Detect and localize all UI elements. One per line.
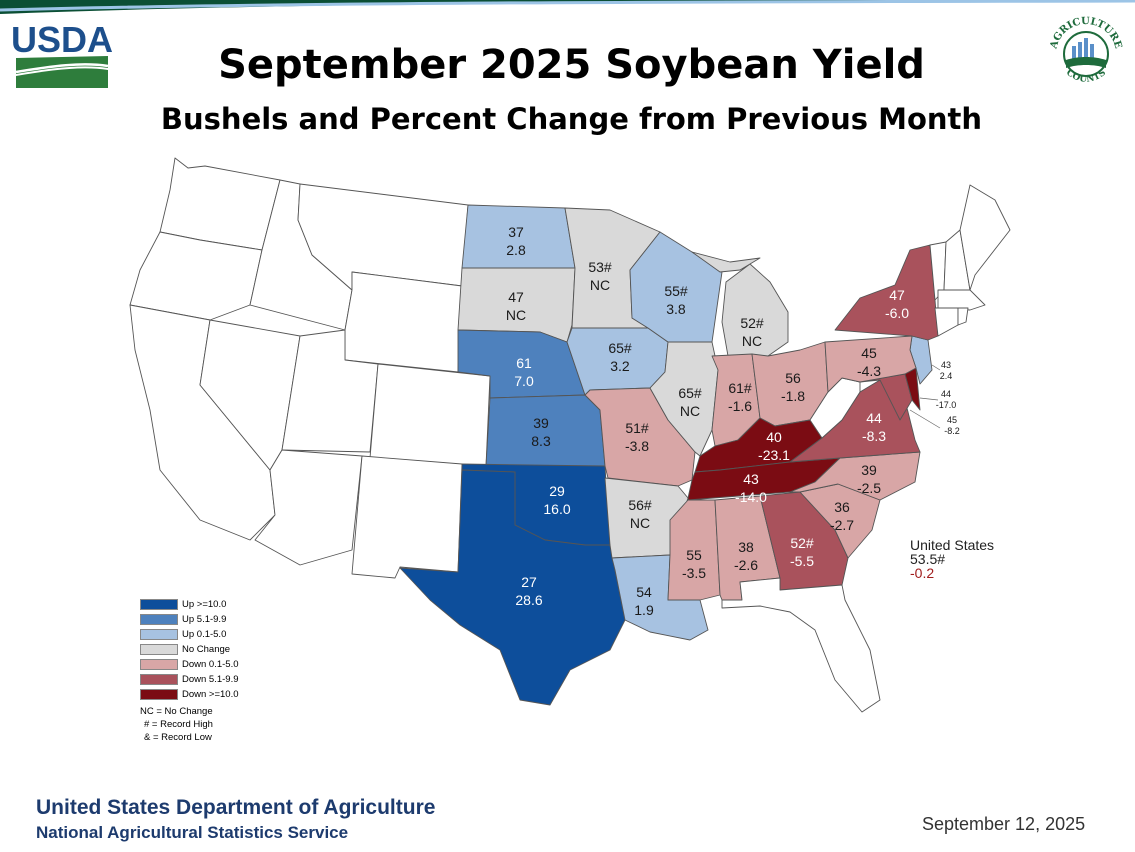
page-subtitle: Bushels and Percent Change from Previous… <box>160 102 983 136</box>
legend-label: No Change <box>182 644 231 655</box>
state-label-sd: 47 NC <box>505 289 527 323</box>
legend-swatch <box>140 614 178 625</box>
footer-department: United States Department of Agriculture <box>36 796 436 819</box>
legend-swatch <box>140 629 178 640</box>
legend-note: # = Record High <box>144 719 213 730</box>
state-label-ms: 55 -3.5 <box>681 547 707 581</box>
legend-item: Up >=10.0 <box>140 597 239 612</box>
footer-date: September 12, 2025 <box>922 814 1086 834</box>
state-label-mi: 52# NC <box>740 315 764 349</box>
state-label-il: 65# NC <box>678 385 702 419</box>
state-ms <box>667 499 721 601</box>
state-label-in: 61# -1.6 <box>727 380 753 414</box>
legend-label: Up >=10.0 <box>182 599 227 610</box>
legend-notes: NC = No Change # = Record High & = Recor… <box>140 705 239 744</box>
legend-item: Down 0.1-5.0 <box>140 657 239 672</box>
state-label-wi: 55# 3.8 <box>664 283 688 317</box>
us-total-yield: 53.5# <box>910 551 946 567</box>
state-label-ar: 56# NC <box>628 497 652 531</box>
us-map: 37 2.8 53# NC 47 NC 55# 3.8 52# NC 65# 3.2 61 7… <box>0 140 1135 780</box>
state-label-nc: 39 -2.5 <box>856 462 882 496</box>
footer-agency: National Agricultural Statistics Service <box>36 823 349 842</box>
legend-item: No Change <box>140 642 239 657</box>
state-label-md: 45 -8.2 <box>944 415 960 436</box>
legend-swatch <box>140 659 178 670</box>
usda-logo: USDA <box>12 19 112 88</box>
leader-line-nj <box>931 364 941 371</box>
usda-logo-text: USDA <box>12 19 112 60</box>
legend-item: Down 5.1-9.9 <box>140 672 239 687</box>
state-label-tx: 27 28.6 <box>515 574 543 608</box>
map-legend: Up >=10.0 Up 5.1-9.9 Up 0.1-5.0 No Chang… <box>140 597 239 744</box>
state-label-de: 44 -17.0 <box>935 389 957 410</box>
legend-swatch <box>140 689 178 700</box>
state-fl <box>721 577 881 713</box>
us-map-svg <box>129 157 1011 713</box>
us-total-label: United States <box>910 537 995 553</box>
us-total: United States 53.5# -0.2 <box>910 538 994 580</box>
state-ri <box>957 307 969 326</box>
state-label-ky: 40 -23.1 <box>758 429 790 463</box>
state-co <box>369 363 491 467</box>
legend-item: Down >=10.0 <box>140 687 239 702</box>
state-label-ks: 39 8.3 <box>531 415 551 449</box>
state-mi <box>691 251 789 357</box>
legend-item: Up 0.1-5.0 <box>140 627 239 642</box>
state-label-mo: 51# -3.8 <box>624 420 650 454</box>
agriculture-counts-logo: AGRICULTURE COUNTS <box>1048 16 1123 85</box>
legend-label: Down >=10.0 <box>182 689 239 700</box>
state-pa <box>824 335 917 393</box>
state-wy <box>344 271 463 373</box>
leader-line-md <box>909 409 941 429</box>
legend-item: Up 5.1-9.9 <box>140 612 239 627</box>
nass-logo-bottom-text: COUNTS <box>1064 68 1108 85</box>
state-label-nj: 43 2.4 <box>939 360 953 381</box>
legend-label: Down 0.1-5.0 <box>182 659 239 670</box>
state-label-la: 54 1.9 <box>634 584 654 618</box>
legend-label: Up 0.1-5.0 <box>182 629 227 640</box>
state-label-ok: 29 16.0 <box>543 483 571 517</box>
state-label-al: 38 -2.6 <box>733 539 759 573</box>
state-label-va: 44 -8.3 <box>861 410 887 444</box>
us-total-change: -0.2 <box>910 565 935 581</box>
leader-line-de <box>919 397 939 401</box>
state-me <box>959 184 1011 291</box>
svg-text:COUNTS: COUNTS <box>1064 68 1108 85</box>
state-ct <box>934 307 959 337</box>
state-label-ia: 65# 3.2 <box>608 340 632 374</box>
state-label-ne: 61 7.0 <box>514 355 534 389</box>
page-title: September 2025 Soybean Yield <box>218 42 925 88</box>
state-tx <box>399 469 626 706</box>
state-label-sc: 36 -2.7 <box>829 499 855 533</box>
legend-note: & = Record Low <box>144 732 212 743</box>
legend-note: NC = No Change <box>140 706 213 717</box>
state-label-oh: 56 -1.8 <box>780 370 806 404</box>
state-label-ny: 47 -6.0 <box>884 287 910 321</box>
state-label-pa: 45 -4.3 <box>856 345 882 379</box>
state-label-nd: 37 2.8 <box>506 224 526 258</box>
state-label-tn: 43 -14.0 <box>735 471 767 505</box>
legend-swatch <box>140 599 178 610</box>
state-ma <box>937 289 986 311</box>
legend-label: Down 5.1-9.9 <box>182 674 239 685</box>
legend-swatch <box>140 674 178 685</box>
state-label-ga: 52# -5.5 <box>789 535 815 569</box>
state-or <box>129 231 263 321</box>
legend-label: Up 5.1-9.9 <box>182 614 227 625</box>
legend-swatch <box>140 644 178 655</box>
state-label-mn: 53# NC <box>588 259 612 293</box>
header-swoosh <box>0 0 1135 14</box>
state-nm <box>351 455 463 579</box>
